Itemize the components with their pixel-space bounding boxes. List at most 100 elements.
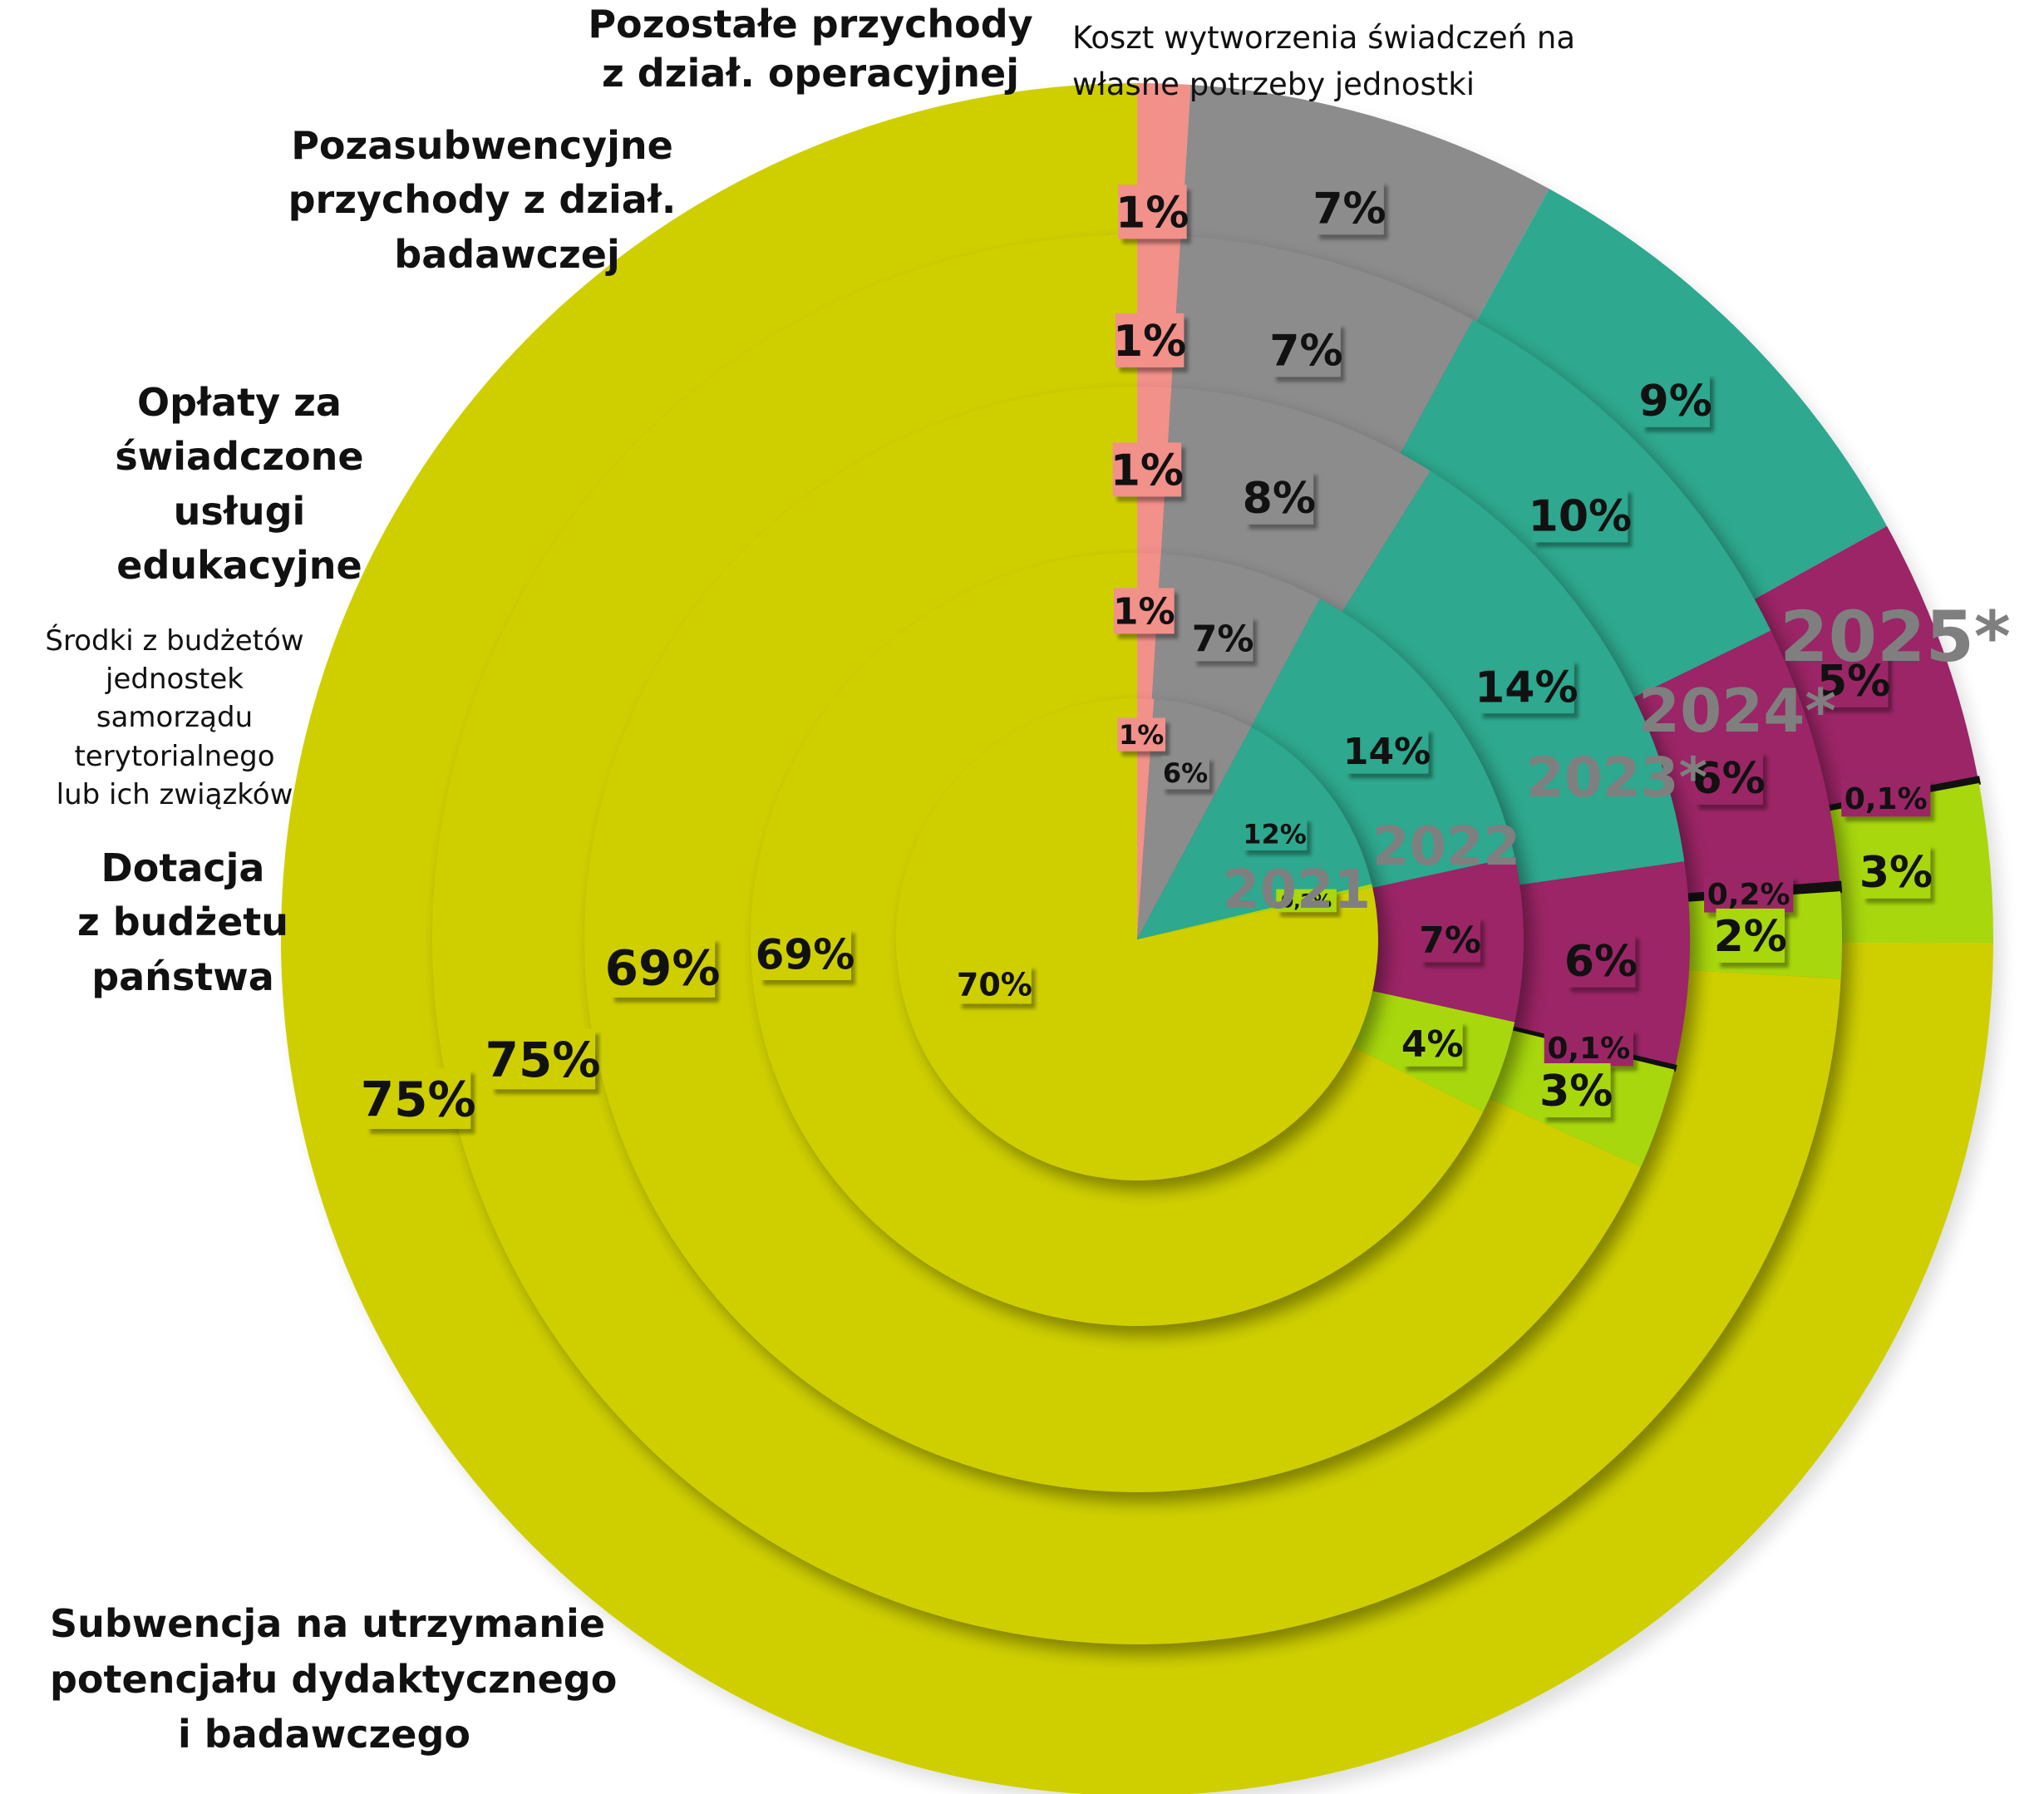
value-tag-box — [1819, 653, 1889, 707]
value-tag-box — [1566, 933, 1636, 988]
value-label: 1% — [1111, 446, 1184, 496]
ring-2021 — [895, 698, 1386, 1190]
value-tag-box — [1244, 470, 1314, 525]
slice-koszt-wytworzenia-s-wiadczen-na-w-asne-p-2021 — [1137, 698, 1155, 939]
value-tag: 3% — [1859, 844, 1933, 899]
value-tag: 1% — [1113, 313, 1186, 367]
slice-subwencja-na-utrzymanie-potencja-u-dydak-2021 — [895, 698, 1378, 1180]
label-line: samorządu — [96, 701, 254, 735]
label-koszt-wytworzenia: Koszt wytworzenia świadczeń na własne po… — [1072, 15, 1671, 107]
value-label: 75% — [485, 1032, 601, 1088]
value-label: 7% — [1313, 184, 1386, 234]
value-tag-box — [1118, 185, 1187, 239]
value-tag-box — [1276, 889, 1337, 913]
value-tag: 8% — [1243, 470, 1316, 525]
value-tag: 2% — [1714, 908, 1787, 963]
value-tag-box — [1115, 313, 1185, 367]
value-tag: 12% — [1242, 816, 1308, 850]
value-label: 14% — [1475, 663, 1578, 712]
label-oplaty: Opłaty za świadczone usługi edukacyjne — [98, 376, 381, 593]
value-label: 5% — [1817, 657, 1890, 707]
label-line: z dział. operacyjnej — [601, 50, 1020, 96]
value-label: 9% — [1639, 377, 1712, 426]
value-tag-box — [1478, 659, 1574, 714]
value-tag: 69% — [756, 928, 855, 980]
value-tag: 0,2% — [1704, 875, 1794, 913]
value-tag-box — [1112, 442, 1182, 497]
value-label: 6% — [1163, 757, 1208, 789]
value-tag: 75% — [361, 1068, 476, 1129]
value-tag: 6% — [1161, 756, 1209, 790]
value-tag-box — [366, 1068, 471, 1129]
year-label-2021: 2021 — [1223, 860, 1371, 921]
value-label: 3% — [1859, 848, 1933, 898]
value-tag: 1% — [1113, 588, 1175, 634]
label-line: edukacyjne — [116, 542, 362, 588]
value-label: 12% — [1243, 818, 1307, 850]
label-line: świadczone — [115, 434, 364, 480]
value-tag-box — [490, 1028, 596, 1090]
value-tag: 6% — [1692, 750, 1766, 805]
value-tag: 6% — [1564, 933, 1638, 988]
value-label: 7% — [1269, 327, 1342, 377]
value-tag-box — [1641, 372, 1710, 427]
label-line: Opłaty za — [137, 380, 342, 425]
value-label: 0,2% — [1281, 891, 1332, 912]
value-label: 8% — [1243, 474, 1316, 524]
value-tag: 3% — [1539, 1063, 1613, 1118]
value-tag-box — [1716, 908, 1785, 963]
year-label-2023: 2023* — [1526, 746, 1707, 810]
label-srodki: Środki z budżetów jednostek samorządu te… — [33, 622, 316, 814]
value-tag-box — [1113, 588, 1175, 634]
value-tag: 70% — [957, 964, 1032, 1004]
value-tag: 0,2% — [1276, 889, 1337, 913]
value-label: 2% — [1714, 912, 1787, 962]
value-tag-box — [1544, 1028, 1633, 1067]
value-tag: 5% — [1817, 653, 1890, 707]
value-tag-box — [1117, 717, 1166, 752]
label-dotacja: Dotacja z budżetu państwa — [50, 841, 316, 1004]
value-tag: 1% — [1117, 717, 1166, 752]
year-label-2024: 2024* — [1638, 676, 1836, 746]
value-label: 6% — [1564, 937, 1638, 987]
value-label: 0,1% — [1845, 782, 1928, 816]
value-tag: 0,1% — [1544, 1028, 1633, 1067]
year-label-2022: 2022 — [1372, 816, 1520, 878]
value-tag-box — [1272, 323, 1341, 377]
value-tag-box — [758, 928, 851, 980]
label-line: z budżetu — [76, 899, 289, 945]
value-tag: 7% — [1269, 323, 1343, 377]
value-tag-box — [1345, 727, 1429, 774]
value-tag-box — [1242, 816, 1308, 850]
value-label: 7% — [1419, 919, 1481, 962]
value-tag-box — [1192, 615, 1253, 662]
label-line: Środki z budżetów — [45, 624, 304, 658]
value-label-layer: 1% 6% 12% 0,2% 70% 1% 7% 14% 7% 4% 69% 1% 8% 14% 6% 0,1… — [361, 180, 1933, 1129]
value-tag-box — [1420, 916, 1480, 963]
value-label: 0,2% — [1707, 878, 1790, 912]
value-tag: 1% — [1111, 442, 1184, 497]
label-line: Dotacja — [101, 845, 265, 890]
value-label: 69% — [756, 931, 855, 979]
value-tag: 14% — [1343, 727, 1431, 774]
year-label-2025: 2025* — [1780, 596, 2011, 678]
label-line: Pozasubwencyjne — [291, 123, 673, 168]
label-line: państwa — [91, 954, 274, 999]
value-tag-box — [610, 937, 716, 998]
label-line: własne potrzeby jednostki — [1072, 66, 1475, 102]
label-subwencja: Subwencja na utrzymanie potencjału dydak… — [50, 1596, 617, 1762]
value-label: 6% — [1692, 754, 1765, 804]
ring-layer — [281, 83, 2002, 1794]
value-tag: 9% — [1639, 372, 1712, 427]
value-tag-box — [958, 964, 1032, 1004]
value-tag-box — [1532, 488, 1628, 543]
value-tag: 0,1% — [1841, 779, 1931, 817]
value-tag: 7% — [1313, 180, 1386, 235]
value-tag-box — [1542, 1063, 1611, 1118]
value-label: 14% — [1343, 731, 1431, 773]
label-line: badawczej — [394, 231, 620, 277]
value-tag: 75% — [485, 1028, 601, 1090]
value-tag: 1% — [1116, 185, 1189, 239]
